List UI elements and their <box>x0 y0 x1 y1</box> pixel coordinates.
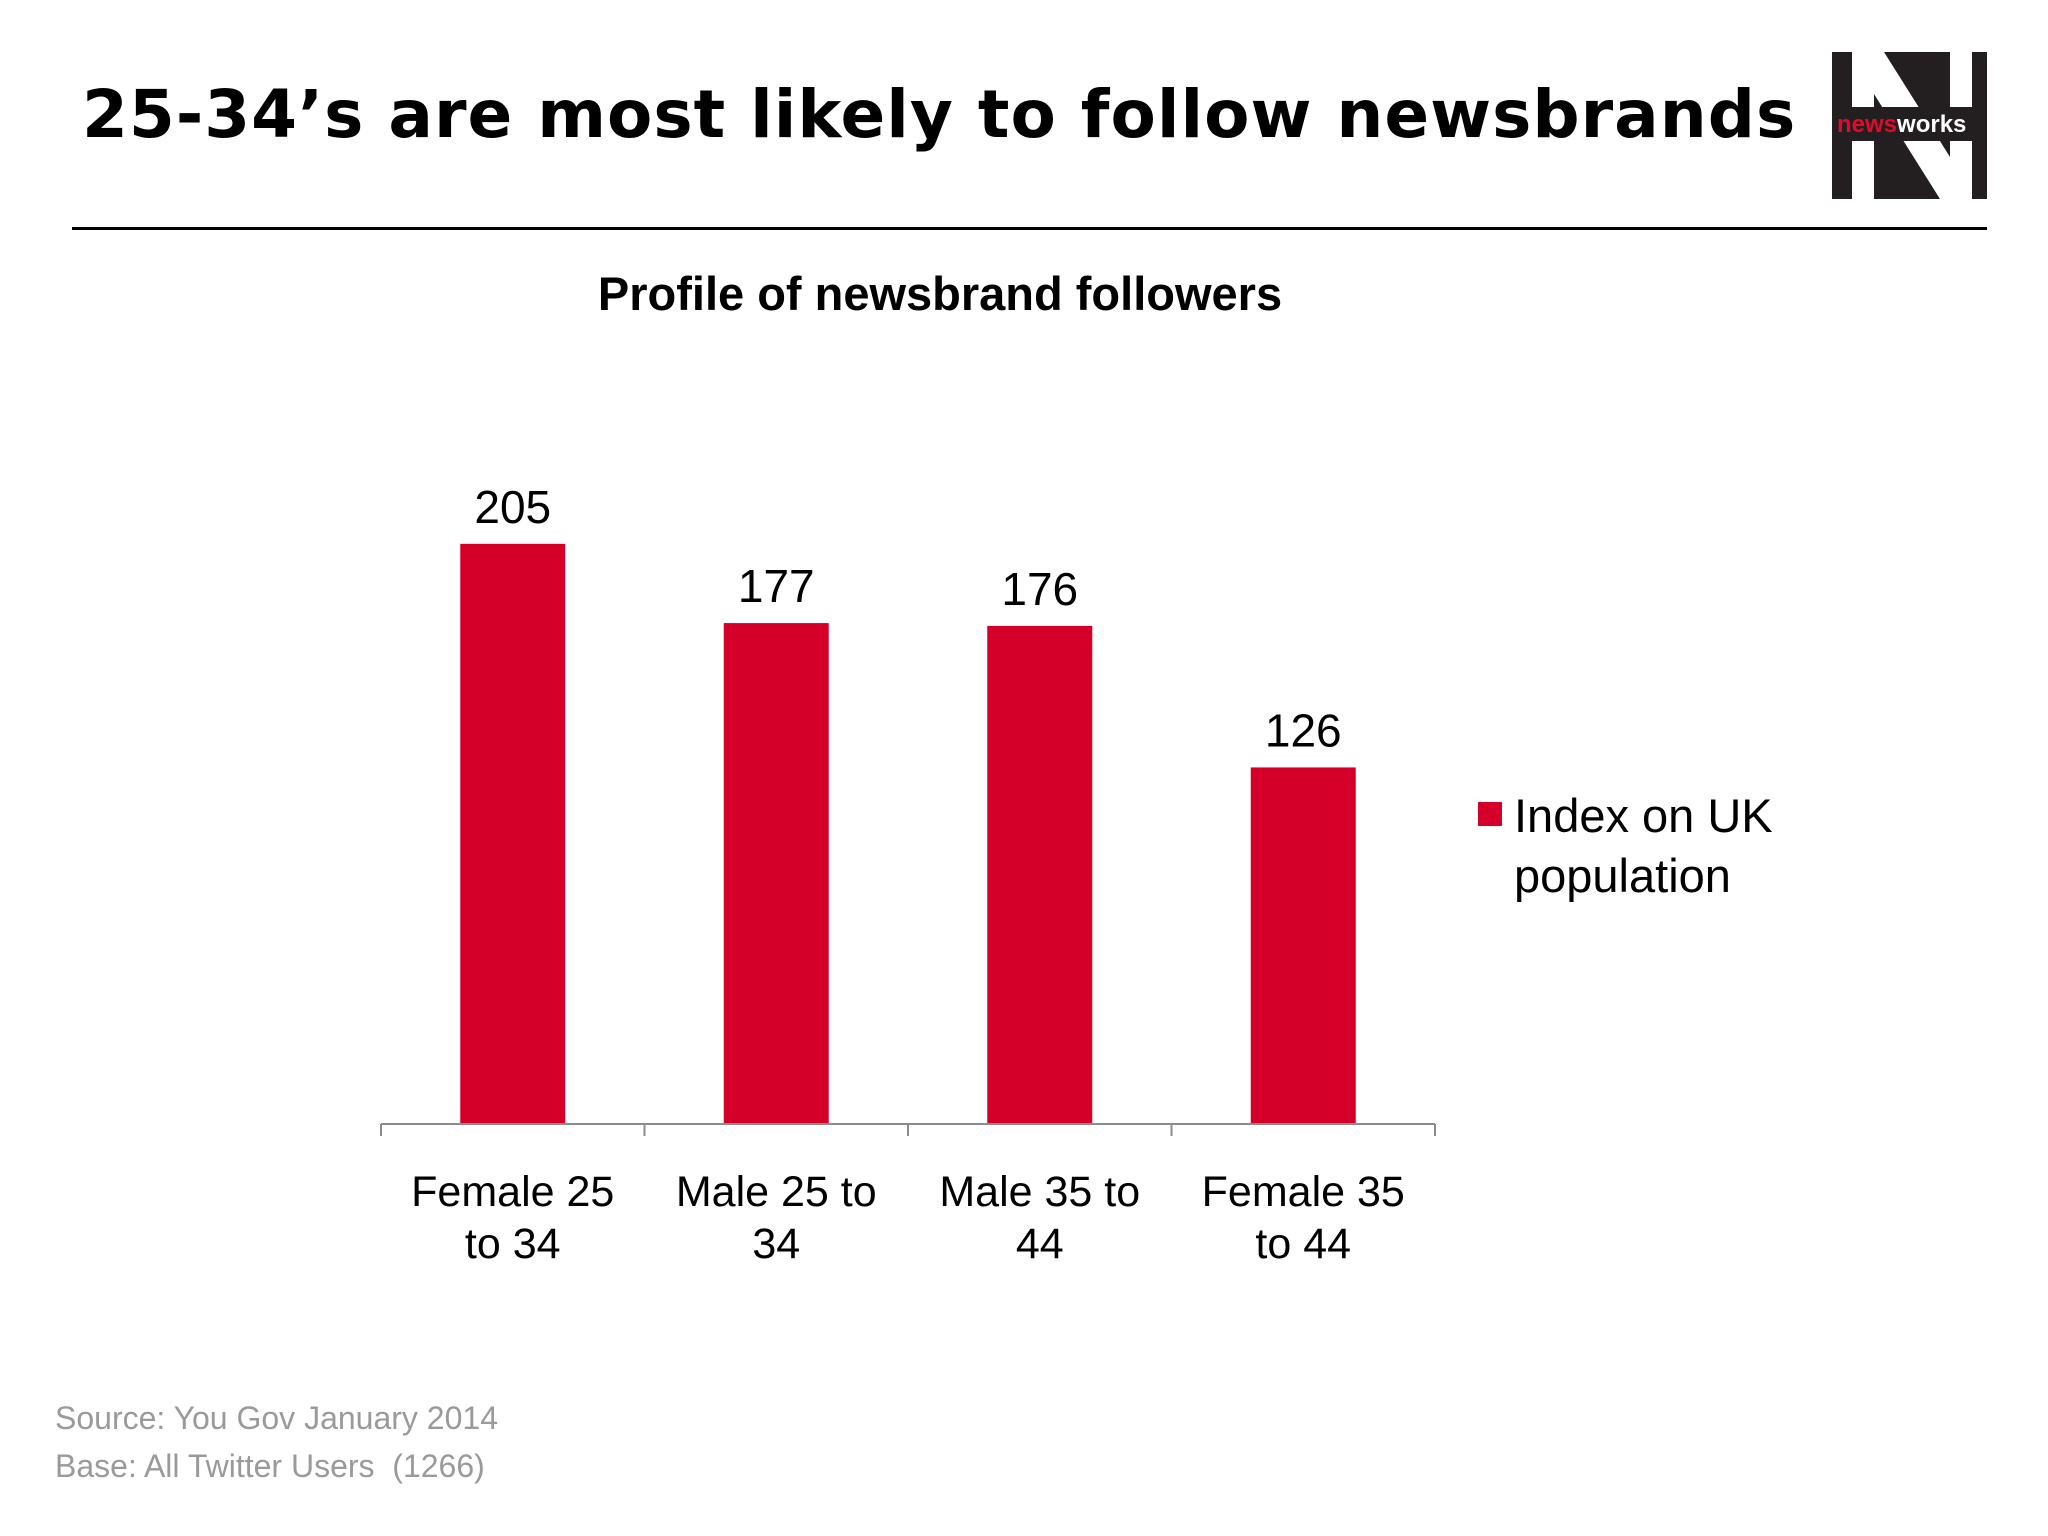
legend-label: Index on UK population <box>1514 786 1834 906</box>
category-labels-group: Female 25 to 34 Male 25 to 34 Male 35 to 44 Fe… <box>411 1168 1405 1268</box>
base-note: Base: All Twitter Users (1266) <box>55 1448 485 1484</box>
legend-line-2: population <box>1514 849 1731 902</box>
bar-2 <box>723 623 829 1124</box>
logo-text-works: works <box>1896 111 1966 138</box>
bar-4 <box>1250 767 1356 1124</box>
bar-1 <box>460 543 566 1124</box>
chart-legend: Index on UK population <box>1478 786 1834 906</box>
bar-3 <box>987 625 1093 1124</box>
newsworks-logo: newsworks <box>1832 52 1987 199</box>
bars-group <box>460 543 1356 1124</box>
value-label-1: 205 <box>474 481 551 533</box>
value-labels-group: 205 177 176 126 <box>474 481 1341 757</box>
newsworks-logo-icon: newsworks <box>1832 52 1987 199</box>
svg-text:newsworks: newsworks <box>1837 111 1966 138</box>
value-label-2: 177 <box>738 560 815 612</box>
title-divider <box>72 227 1987 230</box>
x-axis <box>380 1123 1436 1136</box>
source-note: Source: You Gov January 2014 <box>55 1400 498 1436</box>
value-label-3: 176 <box>1001 563 1078 615</box>
legend-swatch <box>1478 802 1502 826</box>
category-label-3: Male 35 to 44 <box>939 1168 1140 1268</box>
category-label-2: Male 25 to 34 <box>676 1168 877 1268</box>
legend-line-1: Index on UK <box>1514 789 1773 842</box>
category-label-1: Female 25 to 34 <box>411 1168 614 1268</box>
chart-title: Profile of newsbrand followers <box>597 267 1283 320</box>
value-label-4: 126 <box>1265 704 1342 756</box>
category-label-4: Female 35 to 44 <box>1202 1168 1405 1268</box>
page-title: 25-34’s are most likely to follow newsbr… <box>82 76 1797 153</box>
logo-text-news: news <box>1837 111 1897 138</box>
